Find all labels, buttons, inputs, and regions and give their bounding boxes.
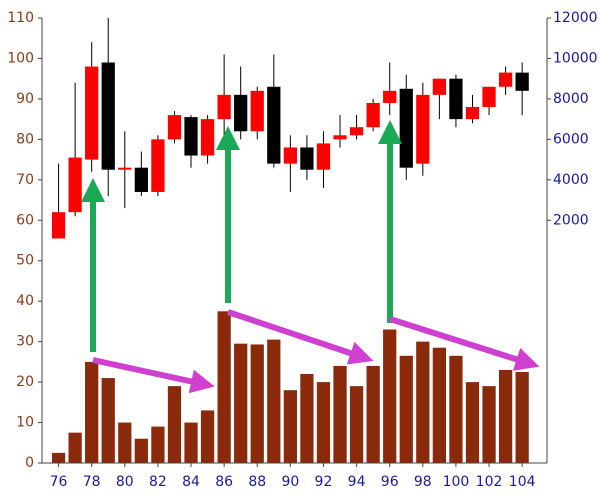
candle-body bbox=[85, 66, 99, 160]
volume-bar bbox=[217, 311, 231, 463]
candle-body bbox=[515, 72, 529, 91]
candle-body bbox=[217, 94, 231, 120]
magenta-arrow bbox=[92, 357, 215, 394]
candle-body bbox=[68, 157, 82, 213]
candle-body bbox=[283, 147, 297, 164]
x-tick-label: 80 bbox=[116, 474, 134, 490]
volume-bar bbox=[366, 365, 380, 463]
volume-bar bbox=[134, 438, 148, 463]
volume-bar bbox=[333, 365, 347, 463]
y-tick-label: 90 bbox=[16, 91, 34, 107]
volume-bar bbox=[283, 390, 297, 463]
candle-body bbox=[366, 102, 380, 128]
volume-bar bbox=[118, 422, 132, 463]
volume-bar bbox=[184, 422, 198, 463]
volume-bar bbox=[151, 426, 165, 463]
y-tick-label: 100 bbox=[7, 50, 34, 66]
x-tick-label: 84 bbox=[182, 474, 200, 490]
candle-body bbox=[416, 94, 430, 164]
candle-body bbox=[349, 127, 364, 136]
candle-body bbox=[300, 147, 314, 170]
x-tick-label: 92 bbox=[315, 474, 333, 490]
volume-bar bbox=[482, 386, 496, 463]
x-tick-label: 76 bbox=[50, 474, 68, 490]
volume-bar bbox=[432, 347, 446, 463]
annotation-arrows bbox=[81, 120, 540, 394]
x-tick-label: 78 bbox=[83, 474, 101, 490]
x-tick-label: 98 bbox=[414, 474, 432, 490]
y-tick-label: 20 bbox=[16, 374, 34, 390]
candle-body bbox=[399, 88, 413, 168]
x-tick-label: 82 bbox=[149, 474, 167, 490]
volume-bar bbox=[316, 382, 331, 463]
candle-body bbox=[134, 167, 148, 192]
y-tick-label: 10 bbox=[16, 415, 34, 431]
magenta-arrow bbox=[389, 316, 540, 371]
x-tick-label: 102 bbox=[476, 474, 503, 490]
y-tick-label: 60 bbox=[16, 212, 34, 228]
volume-bar bbox=[515, 371, 529, 463]
volume-bar bbox=[101, 378, 115, 463]
x-tick-label: 104 bbox=[509, 474, 536, 490]
candle-body bbox=[234, 94, 248, 132]
y2-tick-label: 6000 bbox=[553, 131, 589, 147]
volume-bar bbox=[416, 341, 430, 463]
candle-body bbox=[250, 90, 264, 132]
candle-body bbox=[267, 86, 281, 164]
candle-body bbox=[200, 119, 215, 156]
y2-tick-label: 4000 bbox=[553, 172, 589, 188]
volume-bar bbox=[200, 410, 215, 463]
y-tick-label: 70 bbox=[16, 172, 34, 188]
y2-tick-label: 2000 bbox=[553, 212, 589, 228]
x-tick-label: 86 bbox=[215, 474, 233, 490]
y2-tick-label: 8000 bbox=[553, 91, 589, 107]
volume-bar bbox=[167, 386, 182, 463]
candle-body bbox=[465, 107, 480, 120]
x-tick-label: 90 bbox=[281, 474, 299, 490]
candle-body bbox=[333, 135, 347, 140]
y-tick-label: 40 bbox=[16, 293, 34, 309]
volume-bar bbox=[68, 432, 82, 463]
candle-body bbox=[184, 117, 198, 156]
candle-body bbox=[118, 167, 132, 170]
y-tick-label: 50 bbox=[16, 253, 34, 269]
magenta-arrow bbox=[227, 309, 374, 365]
y-tick-label: 0 bbox=[25, 455, 34, 471]
y2-tick-label: 10000 bbox=[553, 50, 598, 66]
x-tick-label: 88 bbox=[248, 474, 266, 490]
volume-bar bbox=[399, 355, 413, 463]
volume-bar bbox=[300, 374, 314, 463]
volume-bar bbox=[349, 386, 364, 463]
y-tick-label: 30 bbox=[16, 334, 34, 350]
volume-bar bbox=[85, 361, 99, 463]
candle-body bbox=[498, 72, 513, 87]
x-tick-label: 96 bbox=[381, 474, 399, 490]
candle-body bbox=[383, 90, 397, 103]
x-tick-label: 100 bbox=[443, 474, 470, 490]
plot bbox=[51, 18, 529, 463]
volume-bar bbox=[465, 382, 480, 463]
y-tick-label: 80 bbox=[16, 131, 34, 147]
candle-body bbox=[449, 78, 463, 120]
volume-bar bbox=[250, 344, 264, 463]
candle-body bbox=[432, 78, 446, 95]
volume-bar bbox=[383, 329, 397, 463]
volume-bar bbox=[51, 452, 66, 463]
y-tick-label: 110 bbox=[7, 10, 34, 26]
candle-body bbox=[51, 212, 66, 239]
volume-bar bbox=[234, 343, 248, 463]
candle-body bbox=[151, 139, 165, 192]
volume-bar bbox=[267, 339, 281, 463]
candle-body bbox=[167, 115, 182, 140]
y2-tick-label: 12000 bbox=[553, 10, 598, 26]
candle-body bbox=[316, 143, 331, 170]
candle-body bbox=[482, 86, 496, 107]
candle-body bbox=[101, 62, 115, 170]
volume-bar bbox=[498, 369, 513, 463]
volume-bar bbox=[449, 355, 463, 463]
x-tick-label: 94 bbox=[348, 474, 366, 490]
